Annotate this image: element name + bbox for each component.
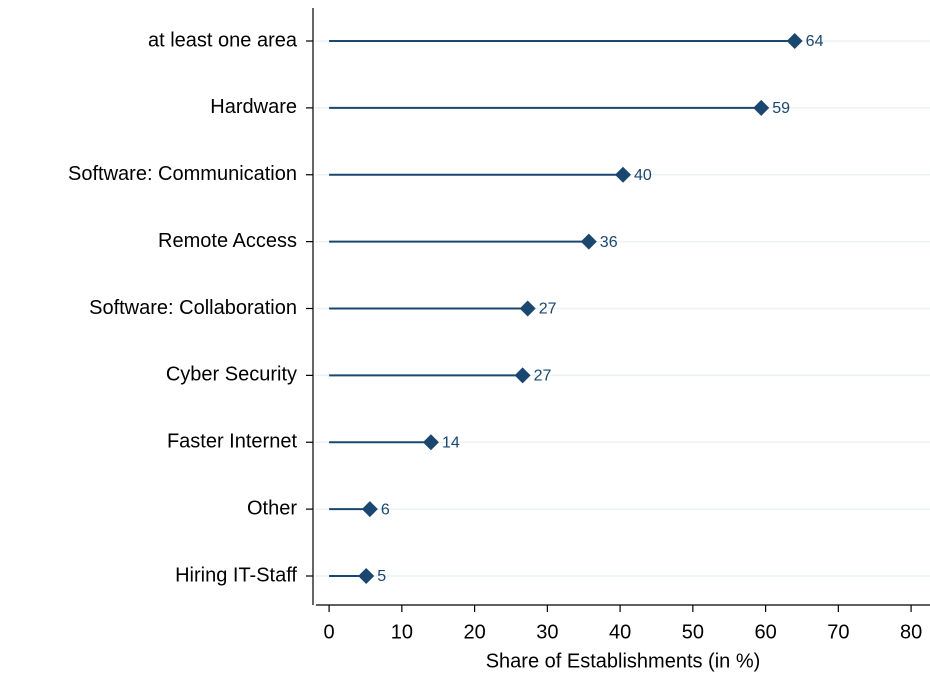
value-label: 64 [806, 33, 824, 50]
value-label: 59 [772, 100, 790, 117]
value-label: 27 [534, 368, 552, 385]
y-tick-label: Other [247, 497, 297, 519]
dot [514, 367, 531, 384]
dot [615, 166, 631, 183]
dot [519, 300, 536, 317]
x-tick-label: 20 [463, 621, 485, 643]
y-tick-label: Software: Communication [68, 163, 297, 185]
y-tick-label: Remote Access [158, 230, 297, 252]
x-tick-label: 80 [900, 621, 922, 643]
dot [786, 33, 803, 49]
y-tick-label: Software: Collaboration [89, 297, 297, 319]
x-tick-label: 60 [754, 621, 776, 643]
x-axis-title: Share of Establishments (in %) [486, 650, 761, 672]
dot [753, 99, 770, 116]
dot [422, 434, 439, 451]
y-tick-label: Hiring IT-Staff [175, 564, 297, 586]
value-label: 14 [442, 434, 460, 451]
y-tick-label: Faster Internet [167, 431, 298, 453]
y-tick-label: Hardware [210, 96, 297, 118]
x-tick-label: 70 [827, 621, 849, 643]
x-tick-label: 30 [536, 621, 558, 643]
value-label: 27 [539, 301, 557, 318]
value-label: 40 [634, 167, 652, 184]
dot [580, 233, 597, 250]
dot [358, 568, 375, 584]
y-tick-label: at least one area [148, 29, 298, 51]
x-tick-label: 50 [682, 621, 704, 643]
x-tick-label: 0 [324, 621, 335, 643]
dot [361, 501, 378, 518]
x-tick-label: 40 [609, 621, 631, 643]
value-label: 36 [600, 234, 618, 251]
value-label: 5 [377, 568, 386, 585]
x-tick-label: 10 [391, 621, 413, 643]
value-label: 6 [381, 501, 390, 518]
y-tick-label: Cyber Security [166, 364, 297, 386]
